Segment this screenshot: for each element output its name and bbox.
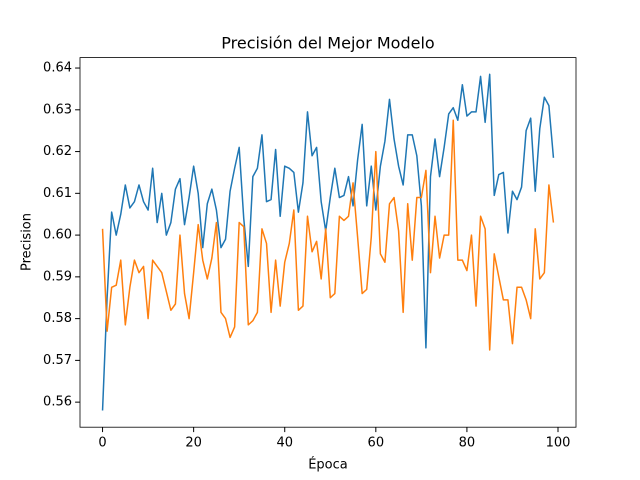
y-tick-label: 0.61 <box>43 186 72 201</box>
y-tick-label: 0.60 <box>43 228 72 243</box>
data-line <box>101 73 555 411</box>
y-tick-label: 0.56 <box>43 395 72 410</box>
x-tick-label: 60 <box>368 436 385 451</box>
x-tick-label: 40 <box>276 436 293 451</box>
chart-title: Precisión del Mejor Modelo <box>221 34 434 53</box>
x-tick-label: 80 <box>459 436 476 451</box>
data-line <box>101 119 555 351</box>
y-tick-label: 0.57 <box>43 353 72 368</box>
y-tick-label: 0.64 <box>43 61 72 76</box>
y-tick-label: 0.63 <box>43 102 72 117</box>
y-tick-label: 0.58 <box>43 311 72 326</box>
y-axis-label: Precision <box>20 213 35 271</box>
y-tick-label: 0.59 <box>43 269 72 284</box>
plot-frame <box>79 57 577 428</box>
x-axis-label: Época <box>308 457 348 473</box>
x-tick-label: 0 <box>98 436 106 451</box>
y-tick-label: 0.62 <box>43 144 72 159</box>
x-tick-label: 100 <box>546 436 571 451</box>
x-tick-label: 20 <box>185 436 202 451</box>
